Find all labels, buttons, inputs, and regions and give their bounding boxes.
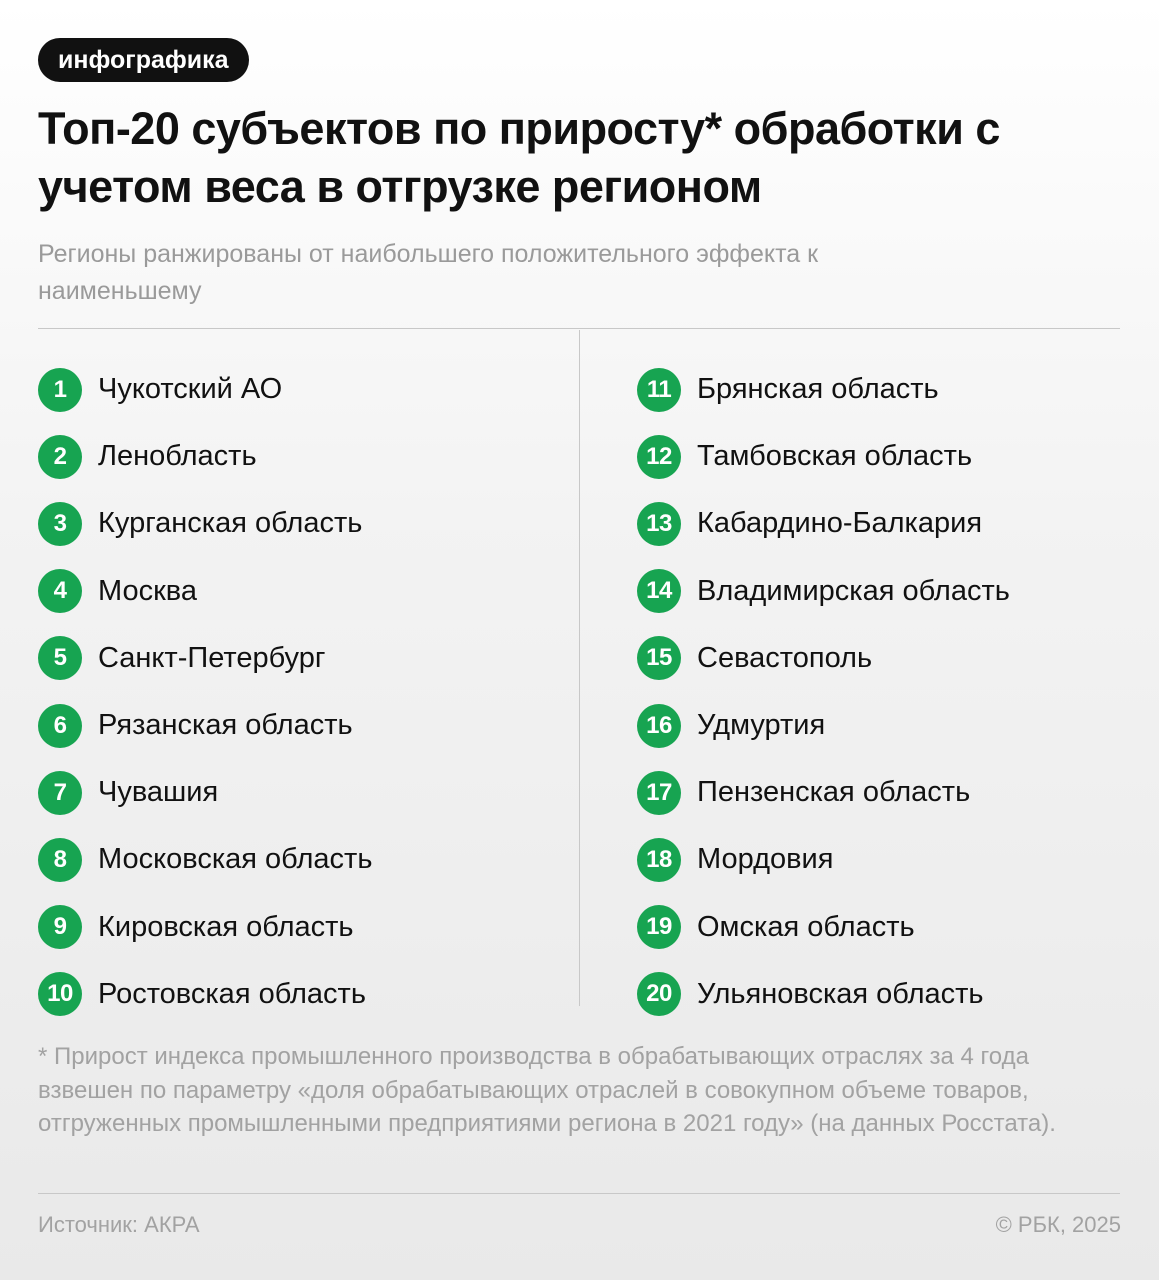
rank-badge: 10 [38,972,82,1017]
region-name: Мордовия [697,843,834,876]
top-divider [38,328,1120,329]
rank-badge: 15 [637,636,681,681]
region-name: Чукотский АО [98,373,283,406]
region-name: Брянская область [697,373,939,406]
rank-badge: 17 [637,770,681,815]
rank-badge: 13 [637,501,681,546]
region-name: Удмуртия [697,709,826,742]
region-name: Кировская область [98,910,354,943]
footnote: * Прирост индекса промышленного производ… [38,1043,1056,1137]
region-name: Курганская область [98,507,363,540]
list-item: 17 Пензенская область [637,759,1010,826]
region-name: Санкт-Петербург [98,641,326,674]
rank-badge: 1 [38,367,82,412]
rank-badge: 2 [38,434,82,479]
page-title: Топ-20 субъектов по приросту* обработки … [38,103,1000,212]
rank-badge: 18 [637,837,681,882]
list-item: 15 Севастополь [637,625,1010,692]
rank-badge: 19 [637,905,681,950]
rank-badge: 8 [38,837,82,882]
list-item: 2 Ленобласть [38,423,372,490]
region-name: Ленобласть [98,440,257,473]
bottom-divider [38,1193,1120,1194]
rank-badge: 5 [38,636,82,681]
regions-list-right: 11 Брянская область 12 Тамбовская область … [637,356,1010,1028]
rank-badge: 11 [637,367,681,412]
column-divider [579,330,580,1006]
page-subtitle: Регионы ранжированы от наибольшего полож… [38,240,819,305]
region-name: Ульяновская область [697,977,984,1010]
list-item: 6 Рязанская область [38,692,372,759]
region-name: Московская область [98,843,373,876]
region-name: Омская область [697,910,915,943]
list-item: 1 Чукотский АО [38,356,372,423]
list-item: 3 Курганская область [38,490,372,557]
region-name: Севастополь [697,641,873,674]
rank-badge: 20 [637,972,681,1017]
rank-badge: 6 [38,703,82,748]
region-name: Рязанская область [98,709,353,742]
list-item: 7 Чувашия [38,759,372,826]
list-item: 20 Ульяновская область [637,961,1010,1028]
list-item: 9 Кировская область [38,894,372,961]
list-item: 12 Тамбовская область [637,423,1010,490]
list-item: 16 Удмуртия [637,692,1010,759]
copyright-label: © РБК, 2025 [995,1212,1121,1237]
list-item: 18 Мордовия [637,826,1010,893]
rank-badge: 9 [38,905,82,950]
rank-badge: 4 [38,569,82,614]
region-name: Владимирская область [697,574,1010,607]
list-item: 19 Омская область [637,894,1010,961]
list-item: 14 Владимирская область [637,558,1010,625]
source-label: Источник: АКРА [38,1212,200,1237]
region-name: Кабардино-Балкария [697,507,983,540]
list-item: 5 Санкт-Петербург [38,625,372,692]
rank-badge: 7 [38,770,82,815]
list-item: 11 Брянская область [637,356,1010,423]
rank-badge: 3 [38,501,82,546]
list-item: 4 Москва [38,558,372,625]
rank-badge: 16 [637,703,681,748]
rank-badge: 12 [637,434,681,479]
list-item: 8 Московская область [38,826,372,893]
list-item: 10 Ростовская область [38,961,372,1028]
region-name: Чувашия [98,776,219,809]
region-name: Тамбовская область [697,440,973,473]
category-badge: инфографика [38,38,249,82]
regions-list-left: 1 Чукотский АО 2 Ленобласть 3 Курганская об… [38,356,372,1028]
region-name: Пензенская область [697,776,971,809]
region-name: Москва [98,574,198,607]
list-item: 13 Кабардино-Балкария [637,490,1010,557]
region-name: Ростовская область [98,977,366,1010]
rank-badge: 14 [637,569,681,614]
